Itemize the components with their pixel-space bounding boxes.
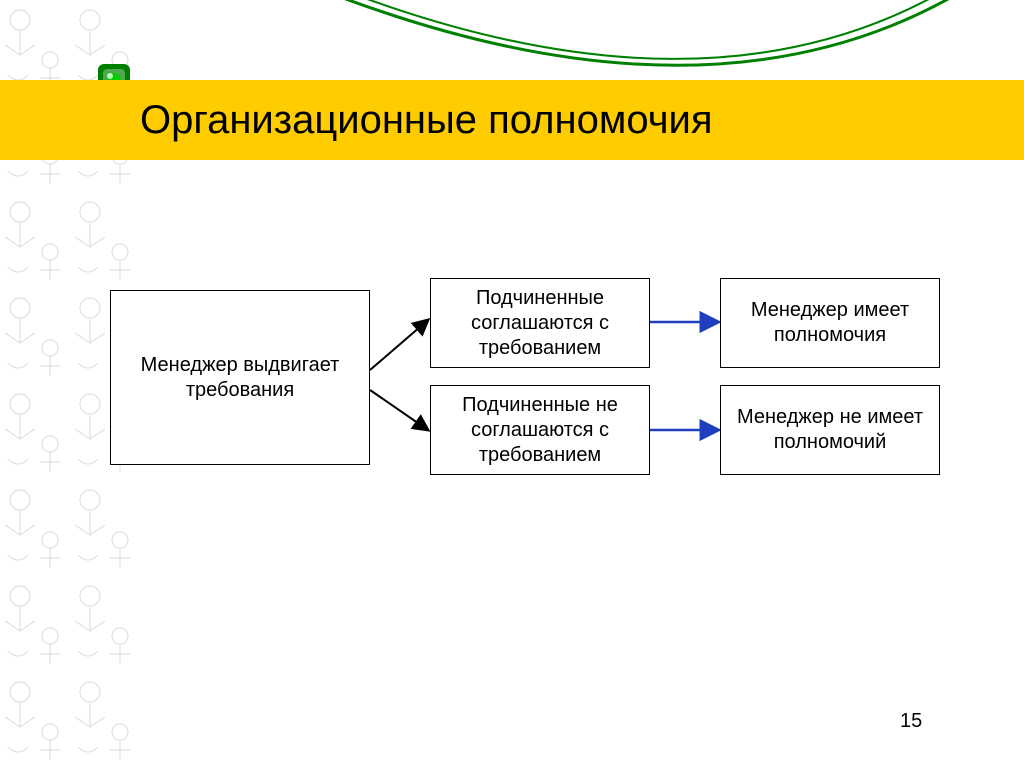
node-subs-disagree: Подчиненные не соглашаются с требованием (430, 385, 650, 475)
node-label: Подчиненные не соглашаются с требованием (437, 393, 643, 468)
node-label: Менеджер выдвигает требования (117, 353, 363, 403)
node-subs-agree: Подчиненные соглашаются с требованием (430, 278, 650, 368)
slide-title: Организационные полномочия (140, 98, 713, 143)
node-label: Подчиненные соглашаются с требованием (437, 286, 643, 361)
page-number: 15 (900, 710, 922, 733)
node-has-authority: Менеджер имеет полномочия (720, 278, 940, 368)
node-label: Менеджер имеет полномочия (727, 298, 933, 348)
node-manager-requires: Менеджер выдвигает требования (110, 290, 370, 465)
title-bar: Организационные полномочия (0, 80, 1024, 160)
node-no-authority: Менеджер не имеет полномочий (720, 385, 940, 475)
node-label: Менеджер не имеет полномочий (727, 405, 933, 455)
